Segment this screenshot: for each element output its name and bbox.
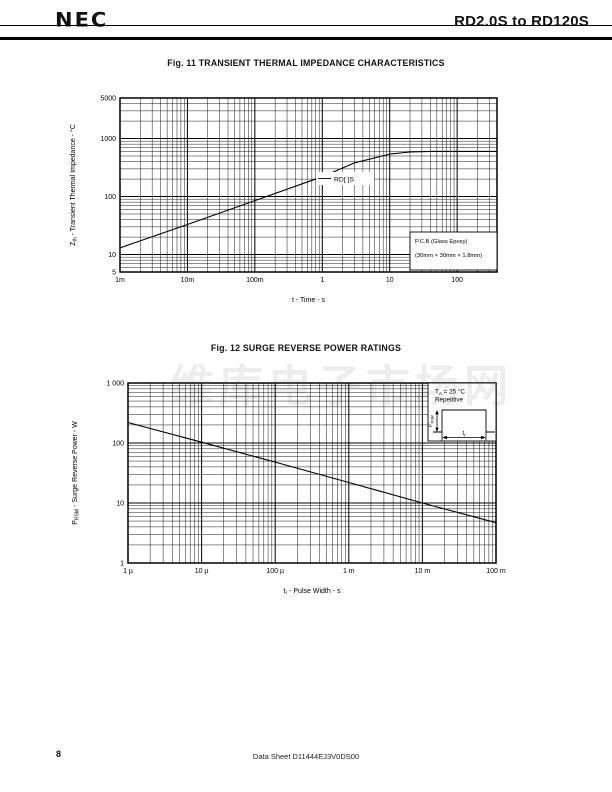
prsm-label: PRSM: [428, 415, 435, 427]
x-tick-label: 10: [386, 277, 394, 284]
plot-frame: [127, 382, 497, 564]
x-axis-label: t - Time - s: [292, 297, 326, 304]
footer-doc-id: Data Sheet D11444EJ3V0DS00: [252, 752, 360, 761]
x-axis-label: tr - Pulse Width - s: [284, 588, 341, 597]
x-tick-label: 1 µ: [123, 568, 133, 575]
header-rule-thick: [0, 37, 612, 40]
figure11-chart: 1m 10m 100m 1 10 100 5 10 100 1000 5000 t - Time - …: [69, 95, 498, 304]
y-tick-label: 10: [108, 252, 116, 259]
x-tick-label: 1m: [115, 277, 125, 284]
y-tick-label: 100: [112, 440, 124, 447]
x-tick-label: 10 µ: [195, 568, 209, 575]
tr-label: tr: [462, 431, 466, 438]
series-line: [119, 150, 497, 249]
x-tick-label: 100: [451, 277, 463, 284]
condition-ta: TA = 25 °C: [435, 388, 465, 397]
y-tick-label: 10: [116, 500, 124, 507]
x-tick-label: 100 µ: [266, 568, 284, 575]
x-tick-label: 1 m: [343, 568, 355, 575]
x-tick-label: 100 m: [486, 568, 506, 575]
pcb-inset-box: [409, 231, 498, 271]
pcb-inset-line1: P.C.B (Glass Epoxy): [415, 239, 467, 245]
y-tick-label: 1: [120, 560, 124, 567]
x-tick-label: 10 m: [415, 568, 431, 575]
x-tick-label: 1: [320, 277, 324, 284]
callout-bg: [316, 172, 374, 185]
y-tick-label: 5: [112, 269, 116, 276]
figure11-title: Fig. 11 TRANSIENT THERMAL IMPEDANCE CHAR…: [167, 58, 445, 68]
arrow-up-icon: [435, 410, 439, 415]
nec-logo: NEC: [55, 8, 109, 32]
arrow-right-icon: [481, 435, 486, 440]
conditions-inset-box: [427, 382, 497, 442]
y-axis-label: PRSM - Surge Reverse Power - W: [72, 421, 81, 525]
pcb-inset-line2: (30mm × 30mm × 1.8mm): [415, 253, 482, 259]
page-title: RD2.0S to RD120S: [454, 13, 589, 30]
y-tick-label: 5000: [100, 95, 116, 102]
figure12-chart: 1 µ 10 µ 100 µ 1 m 10 m 100 m 1 10 100 1 000 tr - …: [72, 380, 506, 597]
plot-frame: [119, 97, 498, 273]
y-tick-label: 1000: [100, 136, 116, 143]
y-axis-label: Zth - Transient Thermal Impedance - °C: [69, 124, 79, 246]
x-tick-label: 10m: [181, 277, 195, 284]
pulse-waveform: [433, 409, 495, 433]
series-line: [127, 421, 497, 524]
x-tick-label: 100m: [246, 277, 264, 284]
arrow-down-icon: [435, 427, 439, 432]
y-tick-label: 1 000: [106, 380, 124, 387]
arrow-left-icon: [442, 435, 447, 440]
header-rule-thin: [0, 25, 612, 27]
y-tick-label: 100: [104, 194, 116, 201]
figure12-title: Fig. 12 SURGE REVERSE POWER RATINGS: [210, 343, 402, 353]
series-callout-label: RD[ ]S: [334, 177, 354, 184]
page-number: 8: [56, 749, 62, 759]
condition-repetitive: Repetitive: [435, 397, 463, 404]
